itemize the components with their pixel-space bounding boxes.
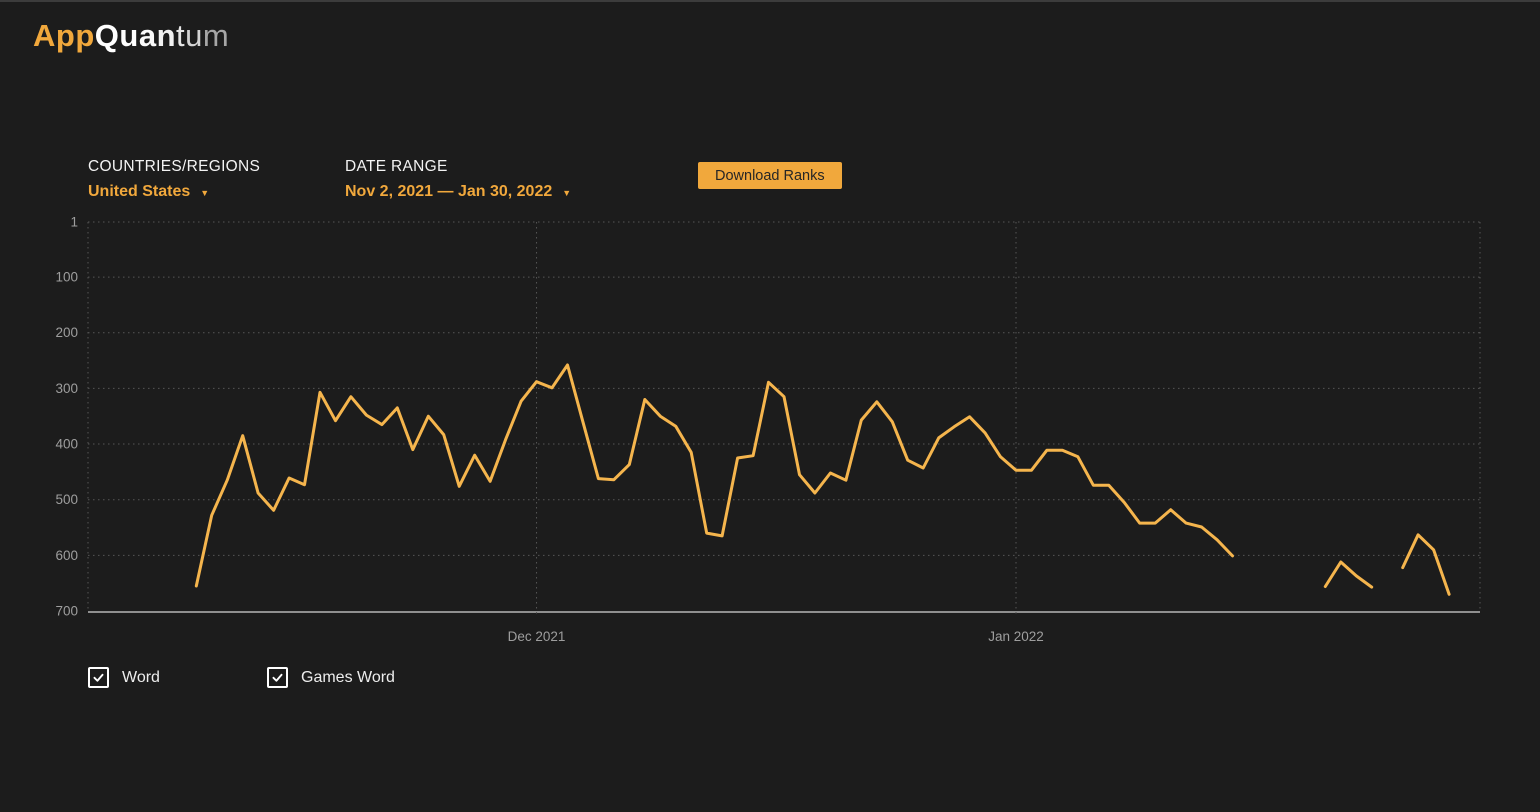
country-dropdown[interactable]: United States ▼ — [88, 183, 260, 201]
y-tick-label: 1 — [70, 215, 78, 230]
date-range-dropdown[interactable]: Nov 2, 2021 — Jan 30, 2022 ▼ — [345, 183, 571, 201]
y-tick-label: 200 — [55, 325, 78, 340]
countries-control: COUNTRIES/REGIONS United States ▼ — [88, 158, 260, 201]
date-range-label: DATE RANGE — [345, 158, 448, 175]
download-ranks-button[interactable]: Download Ranks — [698, 162, 842, 189]
checkbox-checked-icon — [267, 667, 288, 688]
window-top-border — [0, 0, 1540, 2]
rank-line-segment — [1401, 533, 1451, 596]
chevron-down-icon: ▼ — [562, 188, 572, 198]
y-tick-label: 500 — [55, 492, 78, 507]
legend-word-toggle[interactable]: Word — [88, 667, 160, 688]
rank-line-segment — [1323, 560, 1374, 589]
y-tick-label: 700 — [55, 604, 78, 619]
logo-text-app: App — [33, 18, 95, 53]
logo-text-quantum: Quantum — [94, 18, 230, 53]
legend-games-word-toggle[interactable]: Games Word — [267, 667, 395, 688]
date-range-dropdown-value: Nov 2, 2021 — Jan 30, 2022 — [345, 183, 553, 200]
x-tick-label: Dec 2021 — [508, 629, 566, 644]
y-tick-label: 300 — [55, 381, 78, 396]
legend-label: Games Word — [301, 668, 395, 686]
y-tick-label: 100 — [55, 270, 78, 285]
y-tick-label: 400 — [55, 437, 78, 452]
date-range-control: DATE RANGE Nov 2, 2021 — Jan 30, 2022 ▼ — [345, 158, 571, 201]
chevron-down-icon: ▼ — [200, 188, 210, 198]
countries-label: COUNTRIES/REGIONS — [88, 158, 261, 175]
app-logo[interactable]: AppQuantum — [33, 18, 229, 54]
checkbox-checked-icon — [88, 667, 109, 688]
y-tick-label: 600 — [55, 548, 78, 563]
rank-line-segment — [194, 363, 1234, 588]
x-tick-label: Jan 2022 — [988, 629, 1044, 644]
legend-label: Word — [122, 668, 160, 686]
country-dropdown-value: United States — [88, 183, 191, 200]
